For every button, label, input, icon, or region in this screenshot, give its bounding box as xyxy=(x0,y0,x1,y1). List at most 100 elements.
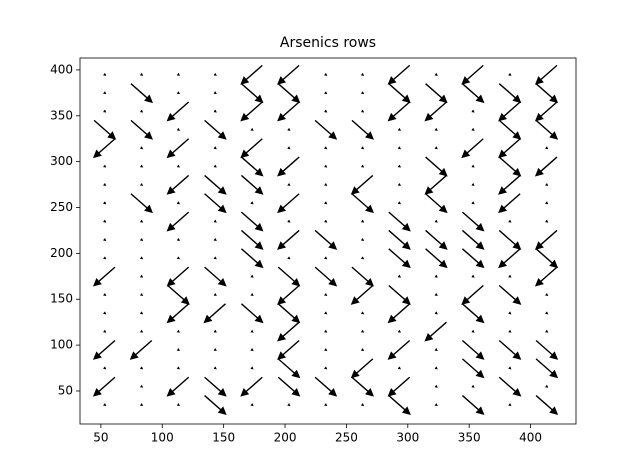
arrow xyxy=(498,229,522,250)
arrow xyxy=(130,119,153,140)
arrow xyxy=(498,248,521,269)
arrow xyxy=(397,146,401,150)
arrow xyxy=(240,174,264,195)
y-tick-label: 50 xyxy=(58,383,73,397)
arrow xyxy=(434,146,438,150)
arrow xyxy=(324,403,328,407)
arrow xyxy=(388,395,411,415)
arrow xyxy=(166,211,190,232)
arrow xyxy=(434,348,438,352)
arrow xyxy=(535,248,559,269)
arrow xyxy=(176,256,180,260)
arrow xyxy=(287,219,291,223)
arrow xyxy=(130,193,153,214)
arrow xyxy=(176,164,180,168)
arrow xyxy=(204,395,227,415)
arrow xyxy=(425,229,448,250)
arrow xyxy=(250,329,254,333)
x-tick-label: 350 xyxy=(458,431,481,445)
arrow xyxy=(139,72,144,76)
arrow xyxy=(545,219,549,223)
arrow xyxy=(103,91,107,95)
arrow xyxy=(324,72,328,76)
x-tick-label: 300 xyxy=(396,431,419,445)
arrow xyxy=(277,83,301,104)
arrow xyxy=(176,366,180,370)
arrow xyxy=(277,321,300,342)
arrow xyxy=(277,358,301,379)
arrow xyxy=(388,284,411,305)
arrow xyxy=(277,266,301,287)
arrow xyxy=(434,384,438,388)
arrow xyxy=(545,146,549,150)
arrow xyxy=(139,384,144,388)
arrow xyxy=(360,91,365,95)
arrow xyxy=(166,101,190,122)
arrow xyxy=(461,340,485,360)
arrow xyxy=(461,138,484,159)
arrow xyxy=(397,274,401,278)
arrow xyxy=(545,293,549,296)
arrow xyxy=(498,340,522,360)
arrow xyxy=(434,366,438,370)
arrow xyxy=(360,72,365,76)
arrow xyxy=(166,138,190,159)
arrow xyxy=(387,64,411,85)
arrow xyxy=(204,174,227,195)
arrow xyxy=(324,348,328,352)
arrow xyxy=(139,182,144,186)
arrow xyxy=(167,284,190,305)
arrow xyxy=(535,83,559,104)
arrow xyxy=(287,256,291,260)
arrow xyxy=(424,174,447,195)
arrow xyxy=(139,293,144,296)
arrow xyxy=(508,274,512,278)
arrow xyxy=(213,109,217,113)
arrow xyxy=(287,146,291,150)
arrow xyxy=(350,284,374,305)
arrow xyxy=(176,237,180,241)
arrow xyxy=(534,266,558,287)
arrow xyxy=(287,403,291,407)
arrow xyxy=(250,403,254,407)
arrow xyxy=(360,146,365,150)
arrow xyxy=(498,376,522,397)
arrow xyxy=(498,83,522,104)
arrow xyxy=(277,229,300,250)
arrow xyxy=(461,303,485,324)
arrow xyxy=(498,119,522,140)
arrow xyxy=(139,109,144,113)
arrow xyxy=(277,340,300,360)
arrow xyxy=(324,366,328,370)
arrow xyxy=(130,83,153,104)
x-tick-label: 50 xyxy=(93,431,108,445)
arrow xyxy=(250,201,254,205)
y-tick-label: 400 xyxy=(50,62,73,76)
arrow xyxy=(508,366,512,370)
arrow xyxy=(545,201,549,205)
arrow xyxy=(139,403,144,407)
arrow xyxy=(388,229,411,250)
arrow xyxy=(387,376,411,397)
arrow xyxy=(240,83,264,104)
y-tick-label: 150 xyxy=(50,292,73,306)
arrow xyxy=(350,358,374,379)
arrow xyxy=(277,376,301,397)
arrow xyxy=(139,256,144,260)
arrow xyxy=(324,109,328,113)
arrow xyxy=(388,211,411,232)
arrow xyxy=(397,182,401,186)
arrow xyxy=(240,229,264,250)
arrow xyxy=(250,348,254,352)
arrow xyxy=(204,193,227,214)
arrow xyxy=(324,329,328,333)
arrow xyxy=(250,366,254,370)
plot-frame xyxy=(79,57,577,425)
arrow xyxy=(545,311,549,315)
arrow xyxy=(92,340,116,360)
arrow xyxy=(471,127,475,131)
arrow xyxy=(461,395,485,415)
arrow xyxy=(240,156,264,177)
y-tick-label: 350 xyxy=(50,108,73,122)
